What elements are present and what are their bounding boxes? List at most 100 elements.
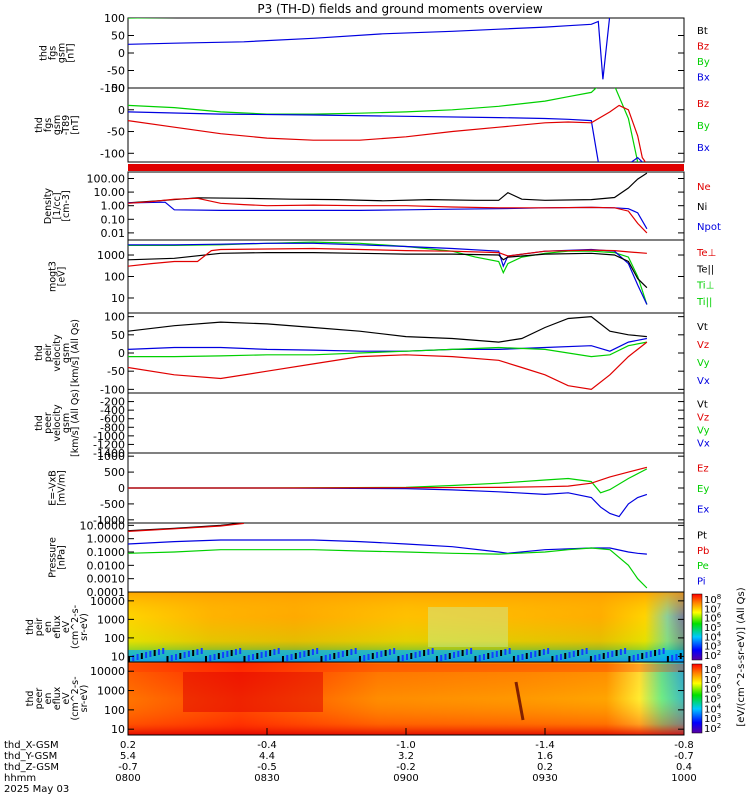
noise-mark: [128, 656, 130, 662]
legend-entry: Ex: [697, 505, 709, 516]
noise-mark: [136, 654, 139, 660]
legend-entry: Pe: [697, 561, 709, 572]
noise-mark: [457, 651, 460, 657]
noise-mark: [542, 649, 545, 655]
legend-entry: Vy: [697, 358, 710, 369]
y-axis-label: [km/s] (All Qs): [70, 319, 81, 387]
legend-entry: Bx: [697, 143, 710, 154]
legend-entry: Vz: [697, 340, 709, 351]
x-tick-label: 0.2: [537, 762, 553, 773]
noise-mark: [367, 654, 370, 660]
noise-mark: [641, 653, 644, 659]
y-axis-label: gsm: [57, 43, 68, 63]
y-axis-label: [eV]: [57, 267, 68, 287]
legend-entry: Pt: [697, 531, 707, 542]
noise-mark: [474, 656, 477, 662]
x-tick-label: 0800: [115, 773, 140, 784]
y-tick-label: 1000: [97, 613, 125, 626]
y-tick-label: 100.00: [87, 172, 126, 185]
y-tick-label: 10.0000: [80, 519, 126, 532]
y-axis-label: [mV/m]: [57, 470, 68, 506]
y-tick-label: 0: [118, 347, 125, 360]
spectrogram: [128, 592, 684, 662]
noise-mark: [671, 655, 674, 661]
x-tick-label: -0.7: [118, 762, 138, 773]
series-Ni: [128, 172, 648, 204]
series-group: [128, 315, 648, 391]
electron-top-band: [128, 664, 684, 672]
ion-feature: [428, 607, 508, 647]
noise-mark: [470, 648, 473, 654]
noise-mark: [551, 656, 554, 662]
legend-entry: Pi: [697, 576, 706, 587]
y-axis-label: eV: [61, 620, 72, 633]
colorbar-tick-label: 102: [704, 649, 721, 662]
noise-mark: [607, 652, 610, 658]
y-tick-label: 500: [104, 466, 125, 479]
x-tick-label: -0.8: [674, 740, 694, 751]
noise-mark: [598, 654, 601, 660]
noise-mark: [337, 652, 340, 658]
noise-mark: [427, 649, 430, 655]
series-group: [128, 466, 648, 518]
y-tick-label: -1400: [93, 447, 125, 460]
x-tick-label: 0830: [254, 773, 279, 784]
y-tick-label: 0.1000: [87, 546, 126, 559]
y-axis-label: sr-eV): [79, 685, 90, 713]
noise-mark: [329, 654, 332, 660]
series-Vy: [128, 341, 648, 358]
series-group: [128, 523, 648, 589]
series-Te||: [128, 252, 648, 289]
y-tick-label: 100: [104, 632, 125, 645]
y-axis-label: thd: [39, 45, 50, 61]
y-tick-label: 0: [118, 104, 125, 117]
x-row-label: thd_X-GSM: [4, 740, 59, 751]
y-tick-label: 50: [111, 329, 125, 342]
panel-frame: [127, 312, 685, 394]
y-tick-label: 10: [111, 723, 125, 736]
noise-mark: [260, 652, 263, 658]
legend-entry: Bz: [697, 99, 709, 110]
series-group: [128, 88, 647, 162]
y-tick-label: -200: [100, 396, 125, 409]
noise-mark: [316, 648, 319, 654]
noise-mark: [636, 654, 639, 660]
x-tick-label: -1.0: [396, 740, 416, 751]
y-tick-label: -100: [100, 383, 125, 396]
noise-mark: [564, 653, 567, 659]
noise-mark: [354, 648, 357, 654]
noise-mark: [320, 656, 323, 662]
noise-mark: [200, 648, 203, 654]
series-Vx: [128, 337, 648, 352]
noise-mark: [132, 655, 135, 661]
y-tick-label: 50: [111, 30, 125, 43]
y-axis-label: eflux: [52, 686, 63, 710]
noise-mark: [393, 648, 396, 654]
legend-entry: Vt: [697, 322, 708, 333]
panel-3: 1000 100 10 mogt3[eV] Te⊥ Te|| Ti⊥ Ti||: [48, 239, 716, 314]
noise-mark: [264, 651, 267, 657]
noise-mark: [611, 651, 614, 657]
x-row-label: hhmm: [4, 773, 36, 784]
noise-mark: [435, 656, 438, 662]
noise-mark: [324, 655, 327, 661]
noise-mark: [555, 655, 558, 661]
noise-mark: [453, 652, 456, 658]
series-Npot: [128, 201, 648, 230]
y-tick-label: 1.00: [101, 200, 126, 213]
legend-entry: Ey: [697, 484, 709, 495]
panel-2: 100.0010.001.000.100.01 Density[1/cc][cm-…: [43, 171, 721, 241]
noise-mark: [602, 653, 605, 659]
y-tick-label: 100: [104, 12, 125, 25]
noise-mark: [376, 652, 379, 658]
noise-mark: [363, 655, 366, 661]
legend-entry: Ni: [697, 202, 707, 213]
y-axis-label: (cm^2-s-: [70, 605, 81, 649]
noise-mark: [149, 651, 152, 657]
noise-mark: [239, 648, 242, 654]
y-tick-label: -100: [100, 147, 125, 160]
noise-mark: [585, 648, 588, 654]
noise-mark: [559, 654, 562, 660]
